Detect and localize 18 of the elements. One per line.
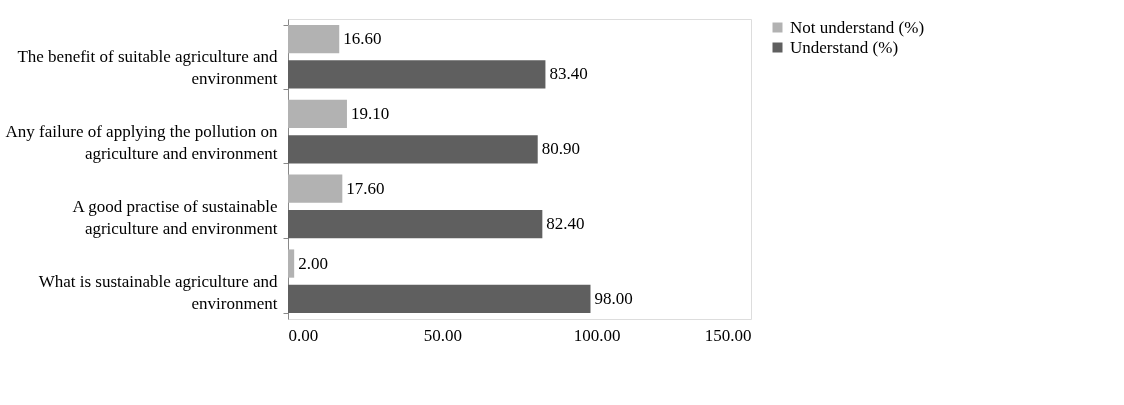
data-label: 17.60 — [346, 178, 385, 198]
y-tick-label: A good practise of sustainable agriculture and environment — [72, 196, 278, 238]
legend-label: Not understand (%) — [790, 17, 925, 37]
data-label: 19.10 — [350, 103, 390, 123]
data-label: 2.00 — [298, 253, 328, 273]
x-tick-label: 150.00 — [704, 325, 752, 345]
y-tick-label: Any failure of applying the pollution on agriculture and environment — [5, 122, 278, 164]
data-label: 16.60 — [343, 29, 382, 49]
y-tick-label: The benefit of suitable agriculture and environment — [17, 47, 278, 89]
y-tick-label: What is sustainable agriculture and environment — [38, 271, 278, 313]
x-tick-label: 100.00 — [573, 325, 621, 345]
legend-label: Understand (%) — [790, 37, 899, 57]
data-label: 82.40 — [546, 214, 585, 234]
x-tick-label: 0.00 — [288, 325, 319, 345]
data-label: 83.40 — [549, 64, 588, 84]
data-label: 80.90 — [541, 139, 580, 159]
data-label: 98.00 — [594, 288, 633, 308]
x-tick-label: 50.00 — [423, 325, 462, 345]
